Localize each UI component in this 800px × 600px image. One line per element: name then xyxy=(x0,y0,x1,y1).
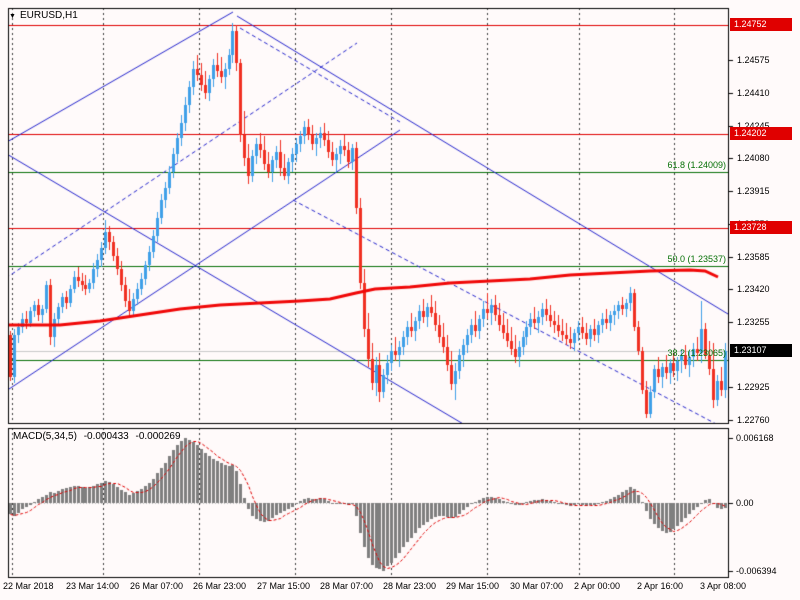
time-tick-label: 26 Mar 23:00 xyxy=(193,581,247,591)
price-tick-label: 1.22760 xyxy=(737,415,770,425)
time-tick-label: 22 Mar 2018 xyxy=(3,581,54,591)
time-tick-label: 23 Mar 14:00 xyxy=(66,581,120,591)
fib-level-label: 61.8 (1.24009) xyxy=(667,160,726,170)
price-badge-black: 1.23107 xyxy=(730,344,792,357)
time-tick-label: 29 Mar 15:00 xyxy=(446,581,500,591)
symbol-timeframe-label: EURUSD,H1 xyxy=(20,10,78,21)
indicator-main-value: -0.000433 xyxy=(83,431,129,442)
price-badge-red: 1.23728 xyxy=(730,221,792,234)
time-tick-label: 26 Mar 07:00 xyxy=(130,581,184,591)
time-tick-label: 2 Apr 00:00 xyxy=(574,581,621,591)
price-tick-label: 1.24410 xyxy=(737,88,770,98)
price-tick-label: 1.23255 xyxy=(737,317,770,327)
fib-level-label: 38.2 (1.23065) xyxy=(667,348,726,358)
price-tick-label: 1.23915 xyxy=(737,186,770,196)
time-tick-label: 27 Mar 15:00 xyxy=(257,581,311,591)
time-tick-label: 2 Apr 16:00 xyxy=(637,581,684,591)
price-badge-red: 1.24202 xyxy=(730,127,792,140)
time-tick-label: 3 Apr 08:00 xyxy=(700,581,747,591)
macd-tick-label: -0.006394 xyxy=(736,566,777,576)
price-tick-label: 1.24575 xyxy=(737,55,770,65)
time-tick-label: 30 Mar 07:00 xyxy=(510,581,564,591)
indicator-name: MACD(5,34,5) xyxy=(13,431,77,442)
fib-level-label: 50.0 (1.23537) xyxy=(667,254,726,264)
macd-tick-label: 0.006168 xyxy=(736,433,774,443)
price-tick-label: 1.23585 xyxy=(737,252,770,262)
symbol-marker-icon: ▼ xyxy=(9,13,16,20)
price-tick-label: 1.24080 xyxy=(737,153,770,163)
indicator-label-row: MACD(5,34,5) -0.000433 -0.000269 xyxy=(13,431,185,442)
indicator-signal-value: -0.000269 xyxy=(135,431,181,442)
time-tick-label: 28 Mar 07:00 xyxy=(320,581,374,591)
time-tick-label: 28 Mar 23:00 xyxy=(383,581,437,591)
price-tick-label: 1.22925 xyxy=(737,382,770,392)
macd-tick-label: 0.00 xyxy=(736,498,754,508)
price-tick-label: 1.24245 xyxy=(737,121,770,131)
price-badge-red: 1.24752 xyxy=(730,18,792,31)
price-tick-label: 1.23420 xyxy=(737,284,770,294)
